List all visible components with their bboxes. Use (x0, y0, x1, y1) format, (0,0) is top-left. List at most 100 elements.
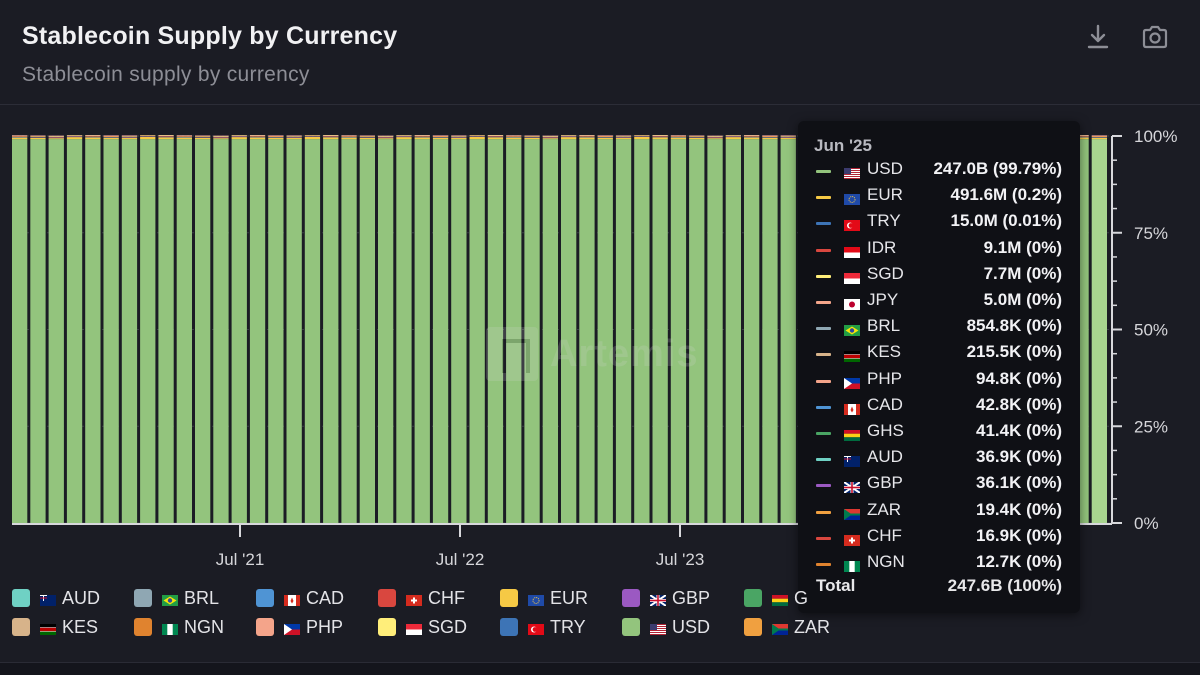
bar-segment-usd[interactable] (140, 139, 156, 523)
bar-segment-other[interactable] (30, 135, 46, 137)
bar-segment-idr[interactable] (579, 136, 595, 137)
bar-segment-try[interactable] (487, 136, 504, 138)
bar-segment-try[interactable] (780, 137, 796, 139)
bar-segment-eur[interactable] (487, 137, 504, 140)
bar-segment-idr[interactable] (634, 135, 650, 137)
bar-segment-eur[interactable] (579, 137, 595, 140)
bar-segment-idr[interactable] (487, 136, 504, 137)
bar-segment-sgd[interactable] (268, 135, 284, 137)
bar-segment-sgd[interactable] (414, 135, 430, 137)
bar-segment-idr[interactable] (48, 136, 64, 138)
bar-segment-eur[interactable] (176, 137, 192, 140)
bar-segment-idr[interactable] (469, 135, 485, 137)
download-icon[interactable] (1083, 22, 1113, 52)
bar-segment-other[interactable] (48, 135, 64, 137)
bar-segment-sgd[interactable] (396, 135, 412, 136)
bar-segment-usd[interactable] (359, 139, 375, 523)
bar-segment-try[interactable] (158, 136, 174, 138)
bar-segment-idr[interactable] (725, 135, 741, 137)
bar-segment-usd[interactable] (762, 139, 778, 523)
bar-segment-other[interactable] (12, 135, 28, 136)
bar-segment-usd[interactable] (323, 139, 339, 523)
bar-segment-try[interactable] (725, 136, 741, 138)
bar-segment-usd[interactable] (66, 139, 83, 523)
bar-segment-idr[interactable] (744, 136, 760, 137)
bar-segment-try[interactable] (103, 137, 119, 138)
bar-segment-idr[interactable] (1091, 136, 1107, 138)
bar-segment-other[interactable] (524, 135, 540, 137)
bar-segment-other[interactable] (707, 135, 723, 137)
bar-segment-sgd[interactable] (48, 136, 64, 137)
bar-segment-sgd[interactable] (378, 136, 394, 137)
bar-segment-eur[interactable] (323, 137, 339, 140)
bar-segment-other[interactable] (744, 134, 760, 136)
bar-segment-try[interactable] (1073, 136, 1089, 138)
bar-segment-sgd[interactable] (469, 135, 485, 136)
bar-segment-other[interactable] (579, 134, 595, 136)
bar-segment-try[interactable] (323, 136, 339, 138)
bar-segment-other[interactable] (487, 134, 504, 136)
bar-segment-idr[interactable] (451, 136, 467, 138)
bar-segment-usd[interactable] (432, 139, 449, 523)
bar-segment-sgd[interactable] (195, 136, 211, 137)
bar-segment-other[interactable] (597, 135, 613, 136)
bar-segment-usd[interactable] (524, 139, 540, 523)
bar-segment-eur[interactable] (780, 138, 796, 140)
bar-segment-try[interactable] (652, 136, 668, 138)
bar-segment-usd[interactable] (249, 139, 266, 523)
bar-segment-eur[interactable] (231, 137, 247, 140)
bar-segment-usd[interactable] (268, 139, 284, 523)
bar-segment-try[interactable] (744, 136, 760, 138)
bar-segment-try[interactable] (213, 137, 229, 139)
bar-segment-idr[interactable] (542, 136, 558, 138)
bar-segment-sgd[interactable] (689, 136, 705, 137)
bar-segment-sgd[interactable] (432, 135, 449, 137)
bar-segment-sgd[interactable] (670, 135, 687, 137)
bar-segment-other[interactable] (323, 134, 339, 136)
bar-segment-eur[interactable] (469, 136, 485, 140)
bar-segment-sgd[interactable] (121, 136, 138, 137)
bar-segment-sgd[interactable] (12, 135, 28, 137)
bar-segment-try[interactable] (249, 136, 266, 138)
bar-segment-eur[interactable] (744, 137, 760, 140)
bar-segment-other[interactable] (451, 135, 467, 137)
bar-segment-eur[interactable] (48, 138, 64, 140)
bar-segment-usd[interactable] (1091, 139, 1107, 523)
bar-segment-usd[interactable] (689, 139, 705, 523)
bar-segment-eur[interactable] (725, 137, 741, 140)
bar-segment-sgd[interactable] (1091, 135, 1107, 137)
bar-segment-eur[interactable] (195, 137, 211, 140)
bar-segment-idr[interactable] (66, 135, 83, 137)
bar-segment-sgd[interactable] (451, 136, 467, 137)
bar-segment-other[interactable] (652, 134, 668, 136)
bar-segment-try[interactable] (542, 137, 558, 139)
bar-segment-eur[interactable] (359, 137, 375, 140)
bar-segment-usd[interactable] (487, 139, 504, 523)
bar-segment-try[interactable] (30, 137, 46, 138)
bar-segment-try[interactable] (414, 136, 430, 138)
bar-segment-eur[interactable] (561, 137, 577, 140)
bar-segment-other[interactable] (615, 135, 632, 137)
bar-segment-idr[interactable] (615, 136, 632, 138)
bar-segment-usd[interactable] (469, 139, 485, 523)
bar-segment-sgd[interactable] (487, 135, 504, 137)
bar-segment-eur[interactable] (304, 136, 321, 140)
bar-segment-eur[interactable] (121, 138, 138, 140)
bar-segment-eur[interactable] (597, 137, 613, 140)
bar-segment-idr[interactable] (359, 136, 375, 138)
bar-segment-sgd[interactable] (542, 136, 558, 137)
bar-segment-usd[interactable] (286, 139, 302, 523)
bar-segment-usd[interactable] (542, 139, 558, 523)
bar-segment-idr[interactable] (341, 136, 357, 137)
bar-segment-usd[interactable] (414, 139, 430, 523)
bar-segment-usd[interactable] (12, 139, 28, 523)
bar-segment-usd[interactable] (561, 139, 577, 523)
bar-segment-idr[interactable] (762, 136, 778, 138)
bar-segment-other[interactable] (780, 135, 796, 137)
bar-segment-usd[interactable] (213, 139, 229, 523)
bar-segment-eur[interactable] (542, 138, 558, 140)
bar-segment-other[interactable] (213, 135, 229, 137)
bar-segment-try[interactable] (378, 137, 394, 139)
bar-segment-try[interactable] (304, 136, 321, 137)
bar-segment-eur[interactable] (689, 137, 705, 140)
